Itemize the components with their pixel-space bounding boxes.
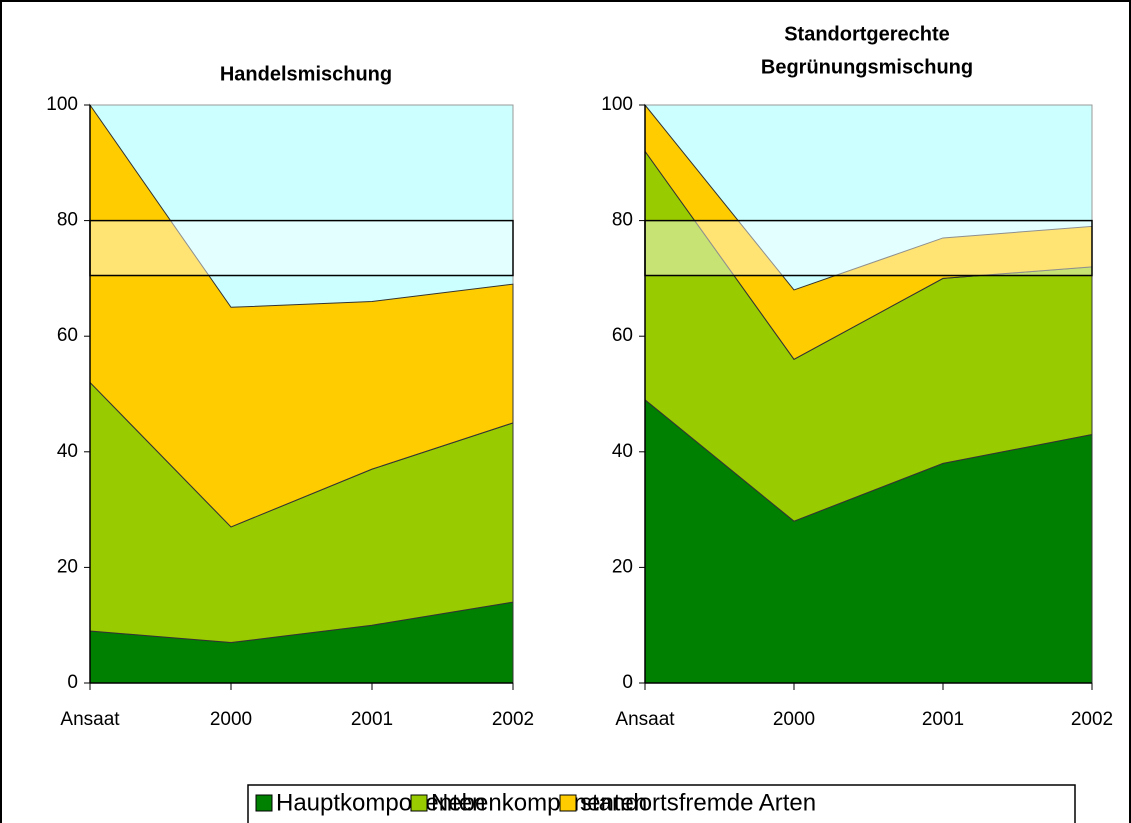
y-tick-label: 20 bbox=[612, 556, 633, 577]
x-tick-label: Ansaat bbox=[60, 709, 120, 730]
x-tick-label: 2002 bbox=[492, 709, 534, 730]
band bbox=[89, 219, 514, 277]
y-tick-label: 100 bbox=[601, 94, 633, 115]
y-tick-label: 20 bbox=[57, 556, 78, 577]
legend-label: standortsfremde Arten bbox=[580, 789, 816, 816]
chart-title: Standortgerechte bbox=[784, 23, 950, 45]
x-tick-label: 2002 bbox=[1071, 709, 1113, 730]
chart-title: Handelsmischung bbox=[220, 63, 392, 85]
legend-box bbox=[247, 784, 1076, 823]
x-tick-label: 2001 bbox=[351, 709, 393, 730]
x-tick-label: 2001 bbox=[922, 709, 964, 730]
chart-title: Begrünungsmischung bbox=[761, 56, 973, 78]
legend-swatch bbox=[255, 794, 273, 812]
y-tick-label: 80 bbox=[57, 210, 78, 231]
y-tick-label: 100 bbox=[46, 94, 78, 115]
band bbox=[644, 219, 1093, 277]
legend-swatch bbox=[410, 794, 428, 812]
legend-label: Hauptkomponenten bbox=[276, 789, 485, 816]
area bbox=[89, 103, 514, 528]
x-tick-label: 2000 bbox=[210, 709, 252, 730]
y-tick-label: 40 bbox=[612, 441, 633, 462]
legend-label: Nebenkomponenten bbox=[431, 789, 647, 816]
y-tick-label: 60 bbox=[612, 325, 633, 346]
y-tick-label: 0 bbox=[622, 672, 633, 693]
legend-swatch bbox=[559, 794, 577, 812]
y-tick-label: 80 bbox=[612, 210, 633, 231]
y-tick-label: 0 bbox=[67, 672, 78, 693]
y-tick-label: 60 bbox=[57, 325, 78, 346]
y-tick-label: 40 bbox=[57, 441, 78, 462]
x-tick-label: 2000 bbox=[773, 709, 815, 730]
x-tick-label: Ansaat bbox=[615, 709, 675, 730]
